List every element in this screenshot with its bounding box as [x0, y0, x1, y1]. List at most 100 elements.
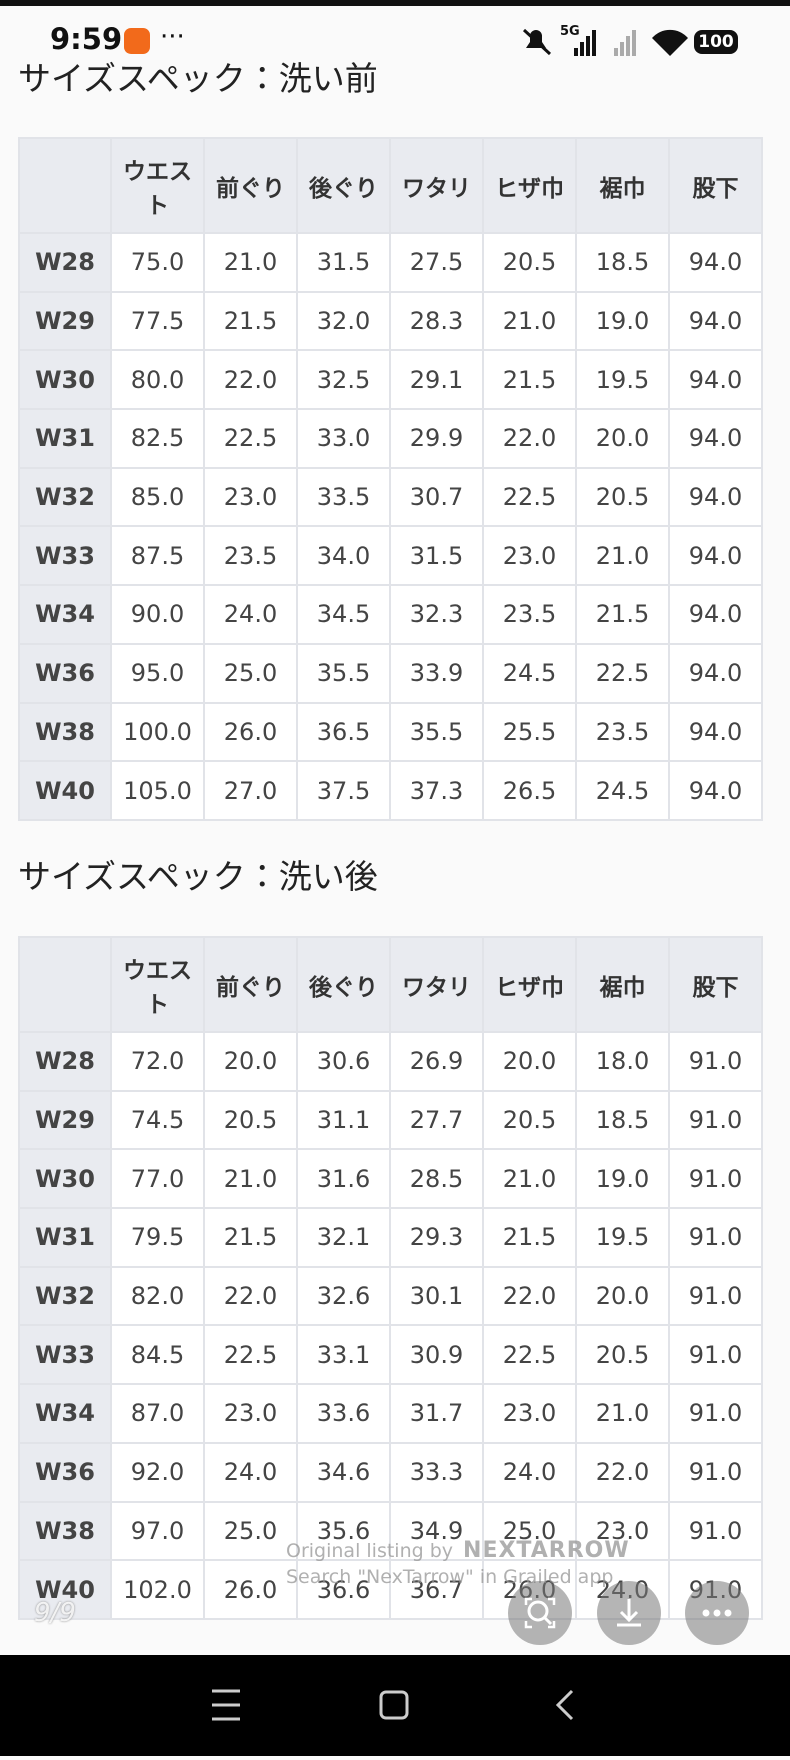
cell: 74.5: [110, 1089, 205, 1151]
cell: 22.0: [482, 408, 577, 469]
cell: 20.0: [203, 1031, 298, 1092]
column-header: ヒザ巾: [482, 936, 577, 1033]
cell: 77.5: [110, 290, 205, 352]
data-row: W33 84.5 22.5 33.1 30.9 22.5 20.5 91.0: [18, 1324, 763, 1386]
cell: 28.5: [389, 1148, 484, 1210]
cell: 26.5: [482, 760, 577, 821]
search-image-button[interactable]: [508, 1581, 572, 1645]
cell: 90.0: [110, 584, 205, 645]
cell: 19.0: [575, 1148, 670, 1210]
cell: 22.0: [575, 1441, 670, 1503]
cell: 22.5: [203, 408, 298, 469]
cell: 36.7: [389, 1559, 484, 1620]
cell: 29.1: [389, 349, 484, 411]
row-header: W31: [18, 408, 112, 469]
cell: 24.0: [482, 1441, 577, 1503]
cell: 94.0: [668, 525, 763, 587]
section-title: サイズスペック：洗い後: [18, 857, 378, 896]
row-header: W38: [18, 701, 112, 763]
cell: 84.5: [110, 1324, 205, 1386]
column-header: ワタリ: [389, 137, 484, 234]
download-button[interactable]: [597, 1581, 661, 1645]
cell: 24.5: [482, 642, 577, 704]
cell: 94.0: [668, 349, 763, 411]
cell: 91.0: [668, 1265, 763, 1327]
cell: 36.6: [296, 1559, 391, 1620]
column-header: 裾巾: [575, 936, 670, 1033]
cell: 79.5: [110, 1207, 205, 1268]
column-header: ワタリ: [389, 936, 484, 1033]
cell: 22.5: [203, 1324, 298, 1386]
row-header: W36: [18, 642, 112, 704]
corner-cell: [18, 936, 112, 1033]
cell: 22.5: [575, 642, 670, 704]
header-row: ウエスト 前ぐり 後ぐり ワタリ ヒザ巾 裾巾 股下: [18, 137, 763, 234]
row-header: W36: [18, 1441, 112, 1503]
data-row: W36 95.0 25.0 35.5 33.9 24.5 22.5 94.0: [18, 642, 763, 704]
cell: 22.5: [482, 1324, 577, 1386]
row-header: W33: [18, 525, 112, 587]
row-header: W34: [18, 584, 112, 645]
back-button[interactable]: [555, 1689, 574, 1721]
network-type: 5G: [560, 24, 580, 39]
cell: 24.5: [575, 760, 670, 821]
row-header: W40: [18, 1559, 112, 1620]
cell: 37.3: [389, 760, 484, 821]
cell: 20.5: [482, 232, 577, 293]
cell: 33.0: [296, 408, 391, 469]
row-header: W32: [18, 466, 112, 528]
cell: 27.7: [389, 1089, 484, 1151]
cell: 34.0: [296, 525, 391, 587]
data-row: W29 77.5 21.5 32.0 28.3 21.0 19.0 94.0: [18, 290, 763, 352]
row-header: W28: [18, 1031, 112, 1092]
cell: 35.5: [389, 701, 484, 763]
cell: 21.5: [203, 1207, 298, 1268]
cell: 22.0: [203, 349, 298, 411]
cell: 25.5: [482, 701, 577, 763]
menu-button[interactable]: [212, 1689, 240, 1721]
data-row: W32 82.0 22.0 32.6 30.1 22.0 20.0 91.0: [18, 1265, 763, 1327]
cell: 25.0: [203, 1500, 298, 1562]
column-header: 後ぐり: [296, 137, 391, 234]
status-bar: 9:59 ··· 5G 100: [0, 0, 790, 62]
data-row: W38 97.0 25.0 35.6 34.9 25.0 23.0 91.0: [18, 1500, 763, 1562]
cell: 22.0: [203, 1265, 298, 1327]
cell: 72.0: [110, 1031, 205, 1092]
cell: 31.5: [296, 232, 391, 293]
more-button[interactable]: [685, 1581, 749, 1645]
cell: 18.0: [575, 1031, 670, 1092]
cell: 21.5: [575, 584, 670, 645]
spec-table: ウエスト 前ぐり 後ぐり ワタリ ヒザ巾 裾巾 股下 W28 72.0 20.0 30.6 26.9 2…: [18, 936, 763, 1620]
cell: 30.9: [389, 1324, 484, 1386]
cell: 91.0: [668, 1441, 763, 1503]
cell: 21.0: [575, 525, 670, 587]
battery: 100: [694, 30, 738, 54]
cell: 25.0: [203, 642, 298, 704]
cell: 91.0: [668, 1089, 763, 1151]
cell: 33.1: [296, 1324, 391, 1386]
cell: 27.0: [203, 760, 298, 821]
cell: 26.0: [203, 1559, 298, 1620]
row-header: W28: [18, 232, 112, 293]
cell: 94.0: [668, 232, 763, 293]
cell: 23.0: [203, 1383, 298, 1444]
cell: 22.5: [482, 466, 577, 528]
cell: 94.0: [668, 642, 763, 704]
cell: 27.5: [389, 232, 484, 293]
cell: 32.3: [389, 584, 484, 645]
cell: 23.0: [575, 1500, 670, 1562]
cell: 23.5: [575, 701, 670, 763]
cell: 33.9: [389, 642, 484, 704]
home-button[interactable]: [379, 1690, 409, 1720]
column-header: ウエスト: [110, 936, 205, 1033]
column-header: 裾巾: [575, 137, 670, 234]
cell: 19.5: [575, 349, 670, 411]
cell: 97.0: [110, 1500, 205, 1562]
cell: 29.9: [389, 408, 484, 469]
cell: 28.3: [389, 290, 484, 352]
icon: [524, 1597, 556, 1629]
cell: 24.0: [203, 1441, 298, 1503]
header-row: ウエスト 前ぐり 後ぐり ワタリ ヒザ巾 裾巾 股下: [18, 936, 763, 1033]
cell: 92.0: [110, 1441, 205, 1503]
